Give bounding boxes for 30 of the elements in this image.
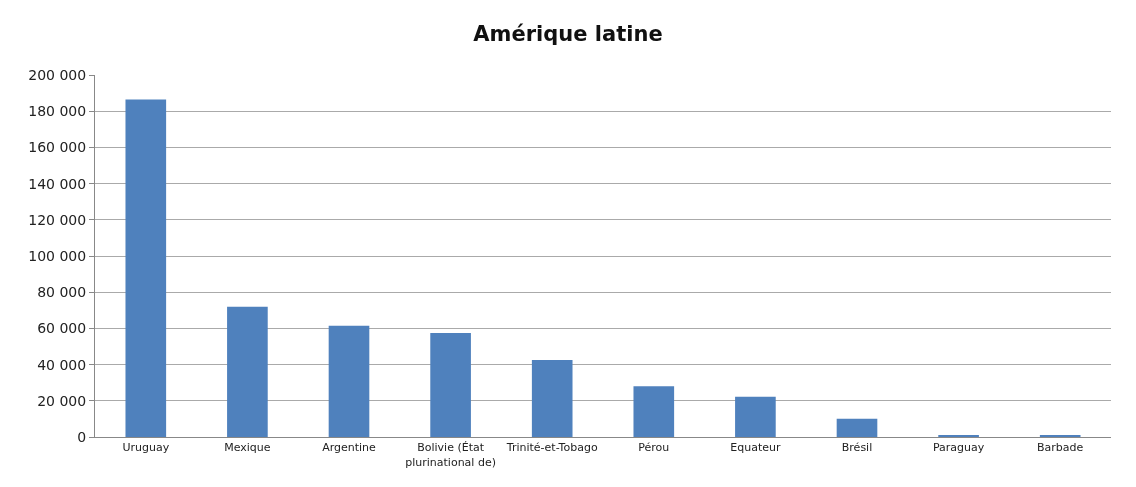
bar xyxy=(227,306,268,437)
x-tick-label: Brésil xyxy=(841,441,873,455)
bar xyxy=(633,386,675,437)
x-tick-label: Barbade xyxy=(1037,441,1084,455)
bar xyxy=(836,418,878,437)
x-tick-label: Equateur xyxy=(730,441,781,455)
y-tick-label: 20 000 xyxy=(37,392,87,409)
x-tick-label: Trinité-et-Tobago xyxy=(505,441,598,455)
y-tick-label: 140 000 xyxy=(28,175,87,192)
y-tick-label: 60 000 xyxy=(37,320,87,337)
x-tick-label: Argentine xyxy=(322,441,377,455)
y-tick-label: 40 000 xyxy=(37,356,87,373)
y-tick-label: 80 000 xyxy=(37,284,87,301)
y-tick-label: 120 000 xyxy=(28,211,87,228)
bar xyxy=(735,396,776,437)
bar xyxy=(430,333,471,437)
y-tick-label: 180 000 xyxy=(28,103,87,120)
bar xyxy=(328,325,370,437)
chart-title: Amérique latine xyxy=(473,22,663,47)
y-tick-label: 200 000 xyxy=(28,66,87,83)
x-tick-label: Paraguay xyxy=(932,441,985,455)
x-tick-label: Pérou xyxy=(638,441,670,455)
bar xyxy=(125,99,167,437)
x-tick-label: Uruguay xyxy=(122,441,170,455)
x-tick-label: Bolivie (État plurinational de) xyxy=(405,441,496,469)
y-tick-label: 160 000 xyxy=(28,139,87,156)
y-tick-label: 0 xyxy=(77,428,87,445)
y-tick-label: 100 000 xyxy=(28,247,87,264)
x-tick-label: Mexique xyxy=(224,441,271,455)
bar xyxy=(531,360,573,437)
